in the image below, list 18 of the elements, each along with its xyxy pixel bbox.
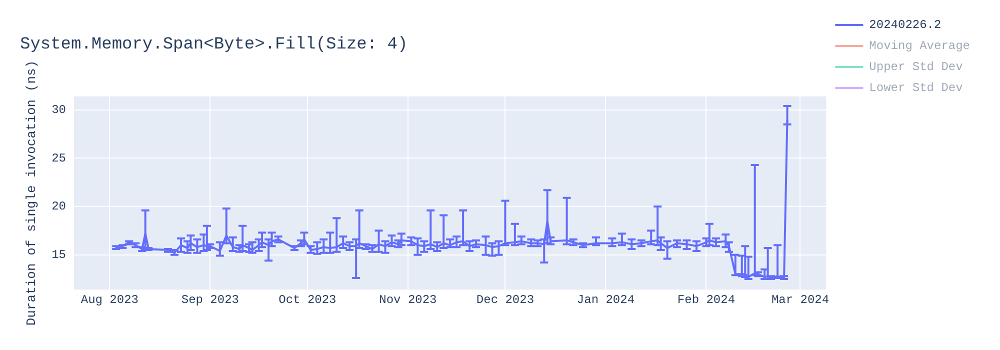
x-tick-label: Sep 2023 bbox=[181, 292, 239, 307]
x-tick-label: Mar 2024 bbox=[771, 292, 830, 307]
x-tick-label: Oct 2023 bbox=[278, 292, 336, 307]
legend-label: Moving Average bbox=[869, 39, 970, 54]
x-tick-label: Dec 2023 bbox=[476, 292, 534, 307]
x-tick-label: Nov 2023 bbox=[379, 292, 437, 307]
chart-title: System.Memory.Span<Byte>.Fill(Size: 4) bbox=[20, 36, 408, 55]
x-tick-label: Aug 2023 bbox=[80, 292, 138, 307]
y-tick-label: 30 bbox=[52, 103, 66, 118]
y-tick-label: 20 bbox=[52, 200, 66, 214]
legend-label: Upper Std Dev bbox=[869, 60, 963, 74]
legend-label: 20240226.2 bbox=[869, 18, 942, 32]
x-tick-label: Jan 2024 bbox=[576, 292, 635, 307]
y-tick-label: 25 bbox=[52, 151, 66, 166]
legend-label: Lower Std Dev bbox=[869, 81, 963, 96]
y-tick-label: 15 bbox=[52, 248, 66, 262]
y-axis-title: Duration of single invocation (ns) bbox=[24, 60, 40, 326]
x-tick-label: Feb 2024 bbox=[677, 292, 736, 307]
